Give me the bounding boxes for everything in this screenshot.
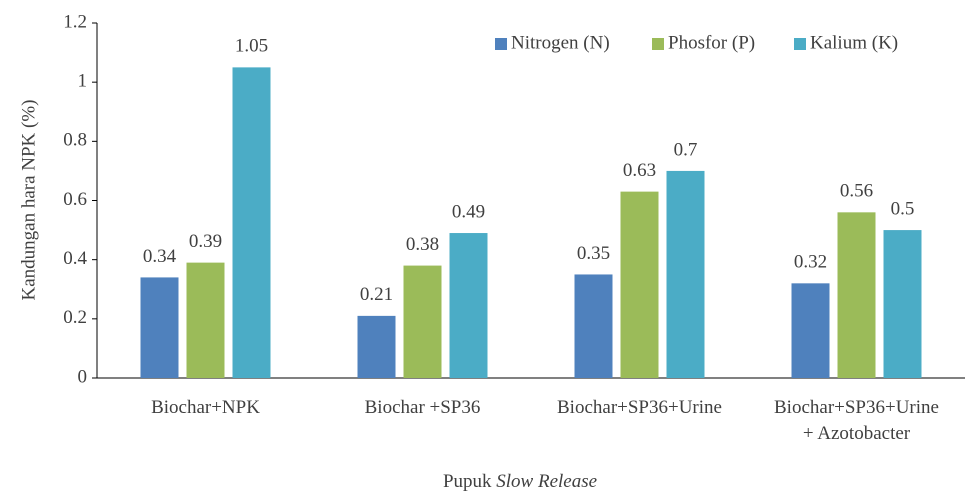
bar: [449, 233, 488, 378]
bar: [883, 230, 922, 378]
bar: [666, 170, 705, 378]
value-label: 0.34: [143, 246, 177, 267]
value-label: 0.5: [891, 198, 915, 219]
bar: [403, 265, 442, 378]
legend-label: Kalium (K): [810, 32, 898, 53]
value-label: 0.35: [577, 243, 610, 264]
value-label: 0.49: [452, 201, 485, 222]
y-tick-label: 1: [78, 71, 88, 92]
legend-swatch: [495, 38, 507, 50]
value-label: 0.21: [360, 284, 393, 305]
x-axis-title-text: Pupuk: [443, 471, 492, 492]
value-label: 0.63: [623, 160, 656, 181]
y-tick-label: 0.4: [63, 248, 87, 269]
value-label: 0.38: [406, 234, 439, 255]
legend-label: Nitrogen (N): [511, 32, 610, 53]
y-tick-label: 1.2: [63, 11, 87, 32]
bar: [791, 283, 830, 378]
bar: [837, 212, 876, 378]
x-tick-label: Biochar+SP36+Urine: [557, 397, 722, 418]
legend-label: Phosfor (P): [668, 32, 755, 53]
bar: [357, 315, 396, 378]
bar: [574, 274, 613, 378]
value-label: 0.39: [189, 231, 222, 252]
x-tick-label: Biochar+NPK: [151, 397, 260, 418]
value-label: 1.05: [235, 36, 268, 57]
y-tick-label: 0: [78, 366, 88, 387]
value-label: 0.56: [840, 181, 873, 202]
value-label: 0.7: [674, 139, 698, 160]
y-tick-label: 0.6: [63, 189, 87, 210]
x-tick-label: Biochar +SP36: [365, 397, 481, 418]
bar: [232, 67, 271, 378]
x-tick-label: Biochar+SP36+Urine + Azotobacter: [774, 397, 939, 444]
legend-swatch: [652, 38, 664, 50]
y-tick-label: 0.2: [63, 307, 87, 328]
legend-swatch: [794, 38, 806, 50]
y-axis-title: Kandungan hara NPK (%): [18, 99, 39, 300]
bar: [186, 262, 225, 378]
x-axis-title-italic: Slow Release: [496, 471, 597, 492]
y-tick-label: 0.8: [63, 130, 87, 151]
x-axis-title: Pupuk Slow Release: [443, 471, 597, 492]
value-label: 0.32: [794, 252, 827, 273]
bar: [140, 277, 179, 378]
bar: [620, 191, 659, 378]
